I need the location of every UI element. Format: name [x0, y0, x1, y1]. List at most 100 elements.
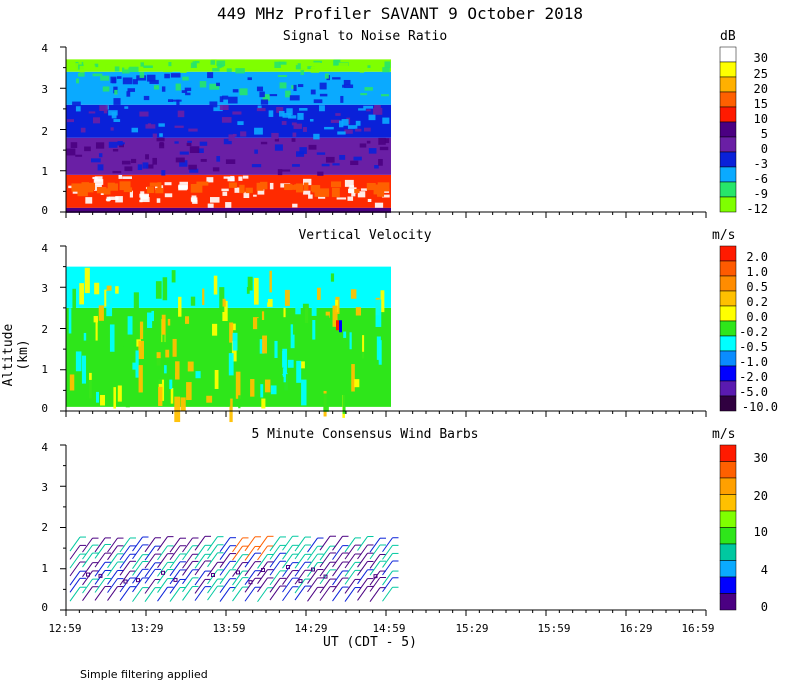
y-tick: 3 [41, 83, 48, 96]
snr-cell [379, 146, 389, 151]
wind-barb [194, 560, 206, 576]
velocity-cell [190, 296, 196, 306]
velocity-cell [274, 340, 278, 358]
snr-cell [216, 60, 226, 67]
snr-cell [149, 79, 159, 84]
snr-cell [360, 188, 368, 191]
snr-cell [260, 99, 269, 105]
colorbar-swatch [719, 151, 737, 168]
wind-barb [119, 553, 131, 569]
wind-barb [282, 577, 293, 593]
velocity-cell [219, 287, 225, 313]
velocity-cell [222, 300, 228, 322]
wind-barb [107, 578, 118, 593]
snr-cell [123, 187, 133, 193]
snr-cell [228, 134, 235, 142]
wind-barb [244, 586, 256, 602]
wind-barb [344, 570, 356, 585]
velocity-cell [100, 283, 105, 303]
wind-barb [307, 577, 318, 593]
wind-barb [82, 586, 93, 602]
snr-cell [157, 182, 162, 190]
velocity-cell [100, 394, 105, 406]
snr-cell [359, 68, 365, 73]
snr-cell [164, 182, 172, 186]
colorbar-swatch [719, 560, 737, 578]
snr-cell [245, 187, 253, 194]
colorbar-label: 20 [753, 489, 768, 503]
velocity-cell [123, 346, 126, 360]
wind-barb [182, 577, 193, 593]
wind-barb [82, 562, 93, 577]
snr-cell [110, 127, 114, 131]
velocity-cell [195, 291, 199, 298]
snr-cell [174, 141, 179, 144]
wind-barb [344, 553, 356, 569]
colorbar-label: -5.0 [739, 385, 768, 399]
snr-cell [223, 138, 232, 145]
colorbar-label: 30 [753, 451, 768, 465]
wind-barb [107, 570, 118, 585]
snr-cell [93, 179, 104, 185]
snr-cell [355, 128, 362, 132]
velocity-cell [342, 391, 346, 414]
velocity-cell [169, 379, 173, 390]
snr-cell [344, 179, 354, 187]
snr-cell [102, 86, 110, 92]
snr-cell [295, 63, 301, 70]
snr-cell [281, 121, 287, 125]
wind-barb [382, 537, 393, 553]
y-tick: 2 [41, 125, 48, 138]
velocity-cell [156, 358, 162, 384]
wind-barb [194, 586, 206, 601]
snr-cell [288, 115, 297, 119]
snr-cell [234, 187, 244, 193]
wind-unit: m/s [712, 427, 736, 442]
wind-barb [282, 545, 293, 560]
snr-cell [140, 62, 144, 67]
velocity-cell [261, 398, 266, 409]
velocity-cell [161, 314, 166, 336]
velocity-cell [117, 385, 122, 402]
wind-barb [207, 578, 218, 594]
wind-barb [182, 561, 193, 576]
wind-barb [332, 536, 343, 551]
snr-cell [297, 84, 304, 88]
velocity-cell [165, 349, 170, 358]
wind-barb [344, 562, 356, 577]
calm-marker [136, 578, 140, 583]
snr-cell [105, 64, 112, 70]
wind-barb [307, 545, 318, 561]
y-tick: 4 [41, 242, 48, 255]
velocity-cell [257, 318, 263, 340]
snr-cell [331, 187, 340, 198]
snr-cell [91, 158, 101, 163]
snr-cell [358, 64, 364, 68]
snr-cell [192, 199, 198, 204]
velocity-cell [253, 277, 259, 305]
calm-marker [123, 579, 128, 584]
colorbar-swatch [719, 166, 737, 183]
wind-barb [194, 545, 206, 560]
y-tick: 1 [41, 165, 48, 178]
snr-cell [338, 120, 344, 128]
wind-barb [357, 552, 368, 568]
velocity-cell [238, 395, 241, 409]
snr-cell [373, 184, 385, 195]
wind-barb [144, 562, 156, 578]
wind-barb [294, 554, 306, 569]
snr-cell [374, 202, 384, 208]
wind-barb [294, 585, 306, 601]
snr-cell [384, 61, 391, 68]
snr-cell [292, 203, 298, 208]
velocity-cell [335, 374, 341, 403]
wind-barb [244, 578, 256, 593]
colorbar-swatch [719, 335, 737, 352]
calm-marker [236, 570, 240, 575]
snr-cell [353, 156, 362, 161]
velocity-cell [229, 322, 234, 343]
colorbar-label: -3 [753, 157, 768, 171]
velocity-cell [89, 343, 93, 353]
velocity-cell [343, 331, 347, 338]
snr-cell [190, 183, 203, 193]
